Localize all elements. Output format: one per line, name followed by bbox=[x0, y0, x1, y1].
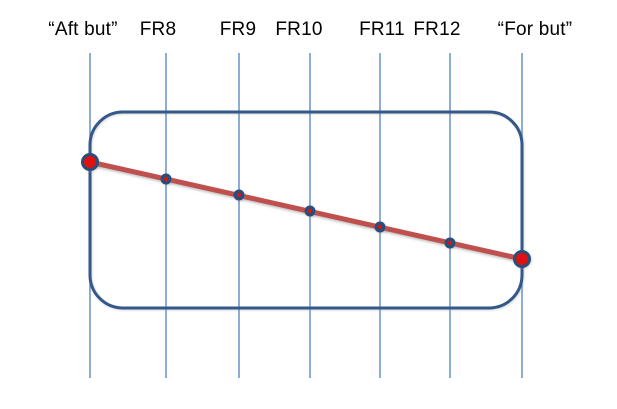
labels-layer: “Aft but” FR8 FR9 FR10 FR11 FR12 “For but” bbox=[48, 19, 572, 40]
intermediate-marker-dot-1 bbox=[237, 193, 241, 197]
markers-layer bbox=[81, 153, 531, 268]
frame-lines-layer bbox=[89, 53, 523, 378]
intermediate-marker-dot-4 bbox=[448, 241, 452, 245]
frame-label-5: FR12 bbox=[413, 19, 460, 40]
frame-label-0: “Aft but” bbox=[48, 19, 117, 40]
frame-label-6: “For but” bbox=[498, 19, 573, 40]
frame-label-2: FR9 bbox=[220, 19, 257, 40]
intermediate-marker-dot-2 bbox=[308, 209, 312, 213]
intermediate-marker-dot-3 bbox=[378, 225, 382, 229]
frame-label-1: FR8 bbox=[140, 19, 177, 40]
frame-label-3: FR10 bbox=[275, 19, 322, 40]
frame-label-4: FR11 bbox=[359, 19, 405, 40]
end-marker-dot-1 bbox=[516, 253, 528, 265]
hull-outline bbox=[88, 110, 524, 310]
hull-layer bbox=[88, 110, 524, 310]
intermediate-marker-dot-0 bbox=[164, 177, 168, 181]
end-marker-dot-0 bbox=[84, 156, 96, 168]
